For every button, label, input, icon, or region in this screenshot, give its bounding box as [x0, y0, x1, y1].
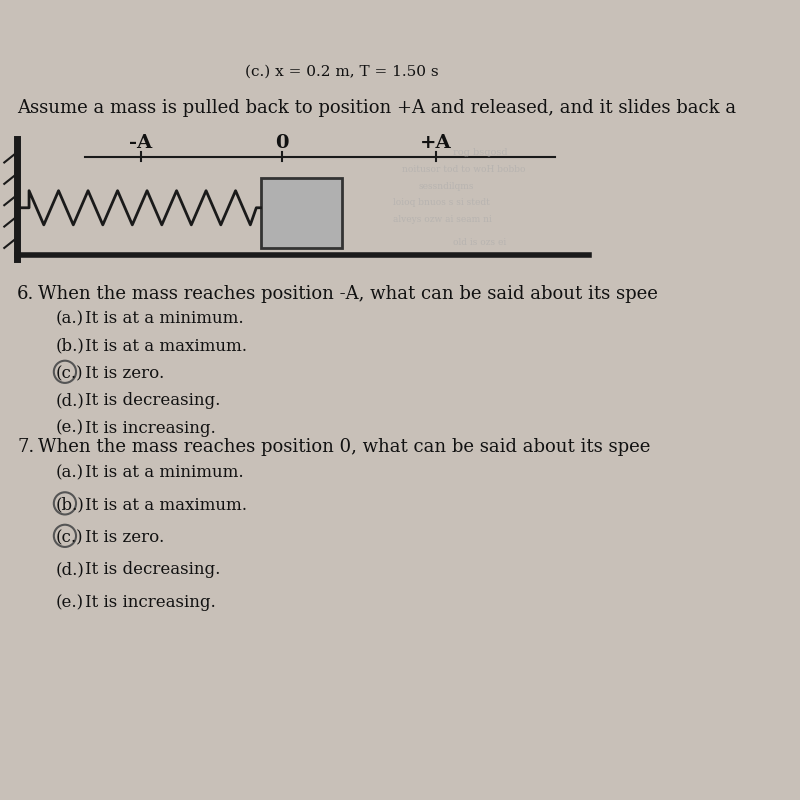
Text: (e.): (e.) — [55, 420, 84, 437]
Text: (c.): (c.) — [55, 529, 83, 546]
Text: It is decreasing.: It is decreasing. — [86, 562, 221, 578]
Text: 0: 0 — [275, 134, 289, 152]
Text: It is decreasing.: It is decreasing. — [86, 392, 221, 410]
Text: 7.: 7. — [17, 438, 34, 457]
Text: When the mass reaches position 0, what can be said about its spee: When the mass reaches position 0, what c… — [38, 438, 651, 457]
Text: (c.) x = 0.2 m, T = 1.50 s: (c.) x = 0.2 m, T = 1.50 s — [245, 65, 438, 79]
Text: It is at a minimum.: It is at a minimum. — [86, 310, 244, 327]
Text: sessndilqms: sessndilqms — [418, 182, 474, 191]
Text: alveys ozw ai seam ni: alveys ozw ai seam ni — [393, 214, 492, 224]
Text: It is at a minimum.: It is at a minimum. — [86, 464, 244, 481]
Text: (b.): (b.) — [55, 497, 85, 514]
Text: rog bsqosd: rog bsqosd — [453, 148, 507, 157]
Text: (d.): (d.) — [55, 562, 85, 578]
Text: It is at a maximum.: It is at a maximum. — [86, 338, 247, 354]
Text: noitusor tod to woH bobbo: noitusor tod to woH bobbo — [402, 165, 525, 174]
Text: +A: +A — [420, 134, 451, 152]
Text: (b.): (b.) — [55, 338, 85, 354]
Text: (d.): (d.) — [55, 392, 85, 410]
Bar — [261, 178, 342, 248]
Text: (a.): (a.) — [55, 310, 84, 327]
Text: When the mass reaches position -A, what can be said about its spee: When the mass reaches position -A, what … — [38, 285, 658, 302]
Text: It is at a maximum.: It is at a maximum. — [86, 497, 247, 514]
Text: It is zero.: It is zero. — [86, 529, 165, 546]
Text: (e.): (e.) — [55, 594, 84, 611]
Text: It is increasing.: It is increasing. — [86, 594, 216, 611]
Text: -A: -A — [130, 134, 153, 152]
Text: (a.): (a.) — [55, 464, 84, 481]
Text: loioq bnuos s si stedt: loioq bnuos s si stedt — [393, 198, 490, 206]
Text: old is ozs ei: old is ozs ei — [453, 238, 506, 246]
Text: It is zero.: It is zero. — [86, 365, 165, 382]
Text: 6.: 6. — [17, 285, 34, 302]
Text: It is increasing.: It is increasing. — [86, 420, 216, 437]
Text: Assume a mass is pulled back to position +A and released, and it slides back a: Assume a mass is pulled back to position… — [17, 99, 736, 118]
Text: (c.): (c.) — [55, 365, 83, 382]
